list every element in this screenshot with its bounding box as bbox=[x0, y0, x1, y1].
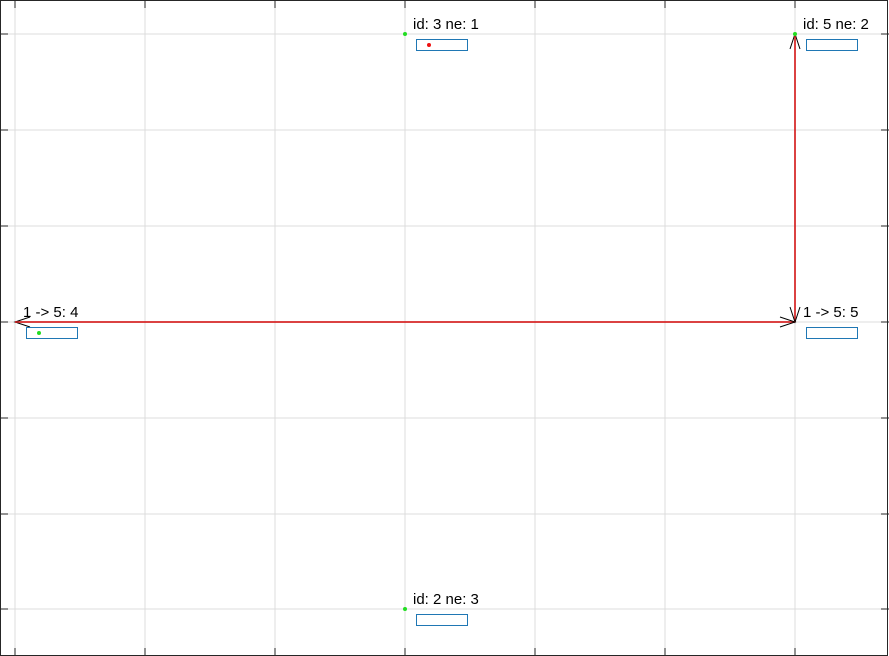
node-label: 1 -> 5: 5 bbox=[803, 304, 858, 321]
node-label: 1 -> 5: 4 bbox=[23, 304, 78, 321]
node-box bbox=[806, 39, 858, 51]
node-box bbox=[416, 614, 468, 626]
node-label: id: 3 ne: 1 bbox=[413, 16, 479, 33]
arrowhead bbox=[779, 316, 797, 328]
node-box bbox=[806, 327, 858, 339]
node-box bbox=[26, 327, 78, 339]
node-label: id: 5 ne: 2 bbox=[803, 16, 869, 33]
node-id2: id: 2 ne: 3 bbox=[403, 591, 479, 626]
node-1-5-5: 1 -> 5: 5 bbox=[803, 304, 858, 339]
node-marker bbox=[403, 607, 407, 611]
node-id3: id: 3 ne: 1 bbox=[403, 16, 479, 51]
node-label: id: 2 ne: 3 bbox=[413, 591, 479, 608]
node-box bbox=[416, 39, 468, 51]
node-box-dot bbox=[37, 331, 41, 335]
node-id5: id: 5 ne: 2 bbox=[793, 16, 869, 51]
node-marker bbox=[793, 32, 797, 36]
node-1-5-4: 1 -> 5: 4 bbox=[23, 304, 78, 339]
node-marker bbox=[403, 32, 407, 36]
node-box-dot bbox=[427, 43, 431, 47]
nodes: id: 3 ne: 1 id: 5 ne: 2 1 -> 5: 4 1 -> 5: 5… bbox=[23, 16, 869, 626]
edge-node-1-5-4-to-node-1-5-5 bbox=[15, 316, 797, 328]
